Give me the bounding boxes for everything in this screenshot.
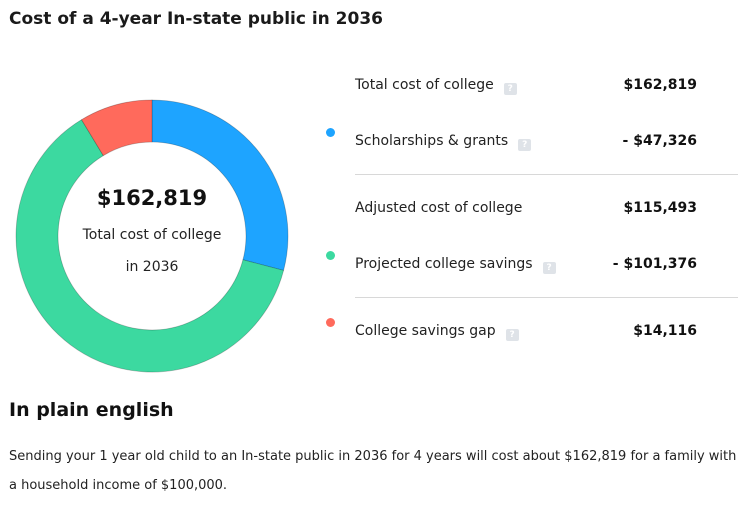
help-icon[interactable]: ? bbox=[542, 262, 556, 274]
plain-english-heading: In plain english bbox=[9, 399, 174, 421]
divider bbox=[355, 174, 738, 175]
donut-chart bbox=[15, 99, 289, 373]
gap-label: College savings gap? bbox=[355, 323, 519, 341]
page-title: Cost of a 4-year In-state public in 2036 bbox=[9, 9, 383, 29]
total-cost-label: Total cost of college? bbox=[355, 77, 517, 95]
scholarships-legend-dot bbox=[326, 128, 335, 137]
help-icon[interactable]: ? bbox=[505, 329, 519, 341]
scholarships-label: Scholarships & grants? bbox=[355, 133, 532, 151]
gap-value: $14,116 bbox=[633, 323, 697, 339]
gap-legend-dot bbox=[326, 318, 335, 327]
savings-label: Projected college savings? bbox=[355, 256, 556, 274]
adjusted-cost-row: Adjusted cost of college $115,493 bbox=[322, 197, 738, 221]
total-cost-row: Total cost of college? $162,819 bbox=[322, 74, 738, 98]
divider bbox=[355, 297, 738, 298]
savings-value: - $101,376 bbox=[612, 256, 697, 272]
help-icon[interactable]: ? bbox=[503, 83, 517, 95]
savings-legend-dot bbox=[326, 251, 335, 260]
adjusted-cost-value: $115,493 bbox=[623, 200, 697, 216]
scholarships-row: Scholarships & grants? - $47,326 bbox=[322, 128, 738, 154]
gap-row: College savings gap? $14,116 bbox=[322, 318, 738, 344]
donut-slice-projected-college-savings bbox=[15, 119, 285, 373]
help-icon[interactable]: ? bbox=[518, 139, 532, 151]
scholarships-value: - $47,326 bbox=[622, 133, 697, 149]
donut-slice-college-savings-gap bbox=[80, 99, 153, 157]
donut-slice-scholarships-grants bbox=[151, 99, 289, 271]
adjusted-cost-label: Adjusted cost of college bbox=[355, 200, 523, 216]
savings-row: Projected college savings? - $101,376 bbox=[322, 251, 738, 277]
plain-english-text: Sending your 1 year old child to an In-s… bbox=[9, 449, 737, 493]
total-cost-value: $162,819 bbox=[623, 77, 697, 93]
